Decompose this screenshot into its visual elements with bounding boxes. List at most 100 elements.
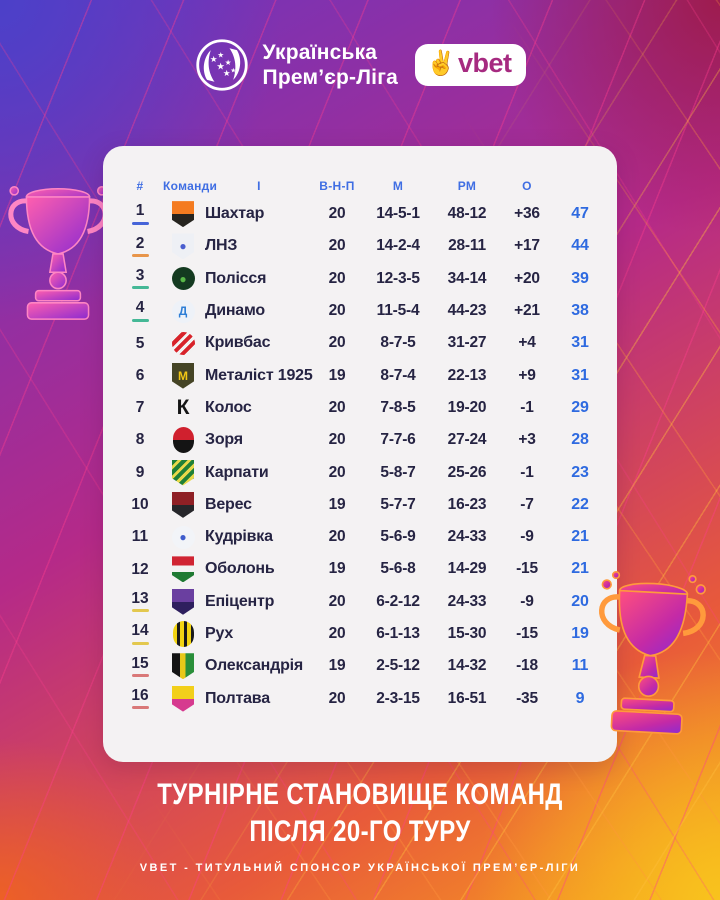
diff-cell: -9 bbox=[520, 592, 534, 610]
points-cell: 29 bbox=[571, 398, 589, 416]
goals-cell: 14-29 bbox=[447, 560, 487, 578]
rank-number: 5 bbox=[135, 334, 145, 352]
points-cell: 28 bbox=[571, 431, 589, 449]
rank-cell: 13 bbox=[119, 591, 161, 613]
diff-cell: -9 bbox=[520, 528, 534, 546]
wdl-cell: 8-7-4 bbox=[380, 366, 416, 384]
rank-cell: 7 bbox=[119, 400, 161, 416]
column-header: # bbox=[136, 179, 144, 193]
rank-cell: 9 bbox=[119, 465, 161, 481]
goals-cell: 19-20 bbox=[447, 398, 487, 416]
team-name: Шахтар bbox=[205, 205, 265, 223]
table-row: 10 Верес 19 5-7-7 16-23 -7 22 bbox=[119, 489, 605, 521]
team-name: Карпати bbox=[205, 463, 269, 481]
rank-cell: 8 bbox=[119, 432, 161, 448]
rank-cell: 15 bbox=[119, 656, 161, 678]
points-cell: 11 bbox=[571, 657, 589, 675]
crest-cell bbox=[161, 427, 205, 454]
played-cell: 20 bbox=[328, 269, 346, 287]
goals-cell: 14-32 bbox=[447, 657, 487, 675]
team-crest-icon bbox=[172, 201, 194, 228]
poster-title-line1: ТУРНІРНЕ СТАНОВИЩЕ КОМАНД bbox=[157, 778, 563, 811]
team-crest-icon: М bbox=[172, 362, 194, 389]
table-row: 11 ● Кудрівка 20 5-6-9 24-33 -9 21 bbox=[119, 521, 605, 553]
points-cell: 21 bbox=[571, 528, 589, 546]
points-cell: 23 bbox=[571, 463, 589, 481]
rank-cell: 3 bbox=[119, 268, 161, 290]
rank-cell: 6 bbox=[119, 368, 161, 384]
wdl-cell: 11-5-4 bbox=[376, 302, 420, 320]
team-name: Кривбас bbox=[205, 334, 271, 352]
played-cell: 20 bbox=[328, 689, 346, 707]
rank-cell: 4 bbox=[119, 300, 161, 322]
wdl-cell: 5-7-7 bbox=[380, 495, 416, 513]
diff-cell: -15 bbox=[516, 625, 538, 642]
team-name: Рух bbox=[205, 625, 234, 642]
team-name: Зоря bbox=[205, 431, 243, 449]
points-cell: 39 bbox=[571, 269, 589, 287]
diff-cell: -7 bbox=[520, 495, 534, 513]
team-crest-icon bbox=[172, 491, 194, 518]
points-cell: 44 bbox=[571, 237, 589, 255]
table-row: 16 Полтава 20 2-3-15 16-51 -35 9 bbox=[119, 682, 605, 714]
table-row: 13 Епіцентр 20 6-2-12 24-33 -9 20 bbox=[119, 586, 605, 618]
table-row: 3 ● Полісся 20 12-3-5 34-14 +20 39 bbox=[119, 263, 605, 295]
poster-title: ТУРНІРНЕ СТАНОВИЩЕ КОМАНД ПІСЛЯ 20-ГО ТУ… bbox=[0, 776, 720, 850]
rank-cell: 16 bbox=[119, 688, 161, 710]
team-crest-icon bbox=[172, 459, 194, 486]
goals-cell: 16-51 bbox=[447, 689, 487, 707]
svg-text:★: ★ bbox=[224, 58, 231, 67]
wdl-cell: 6-1-13 bbox=[376, 625, 420, 642]
rank-number: 3 bbox=[135, 266, 145, 284]
wdl-cell: 2-3-15 bbox=[376, 689, 420, 707]
rank-number: 15 bbox=[131, 654, 149, 672]
crest-cell: ● bbox=[161, 233, 205, 260]
points-cell: 19 bbox=[571, 625, 589, 642]
goals-cell: 24-33 bbox=[447, 528, 487, 546]
points-cell: 21 bbox=[571, 560, 589, 578]
rank-number: 8 bbox=[135, 431, 145, 449]
svg-text:★: ★ bbox=[217, 51, 224, 60]
rank-cell: 2 bbox=[119, 236, 161, 258]
played-cell: 20 bbox=[328, 398, 346, 416]
crest-cell bbox=[161, 201, 205, 228]
column-header: Команди bbox=[163, 179, 218, 193]
wdl-cell: 6-2-12 bbox=[376, 592, 420, 610]
vbet-logo: ✌ vbet bbox=[415, 44, 527, 86]
table-row: 14 Рух 20 6-1-13 15-30 -15 19 bbox=[119, 618, 605, 650]
team-crest-icon bbox=[172, 427, 194, 454]
team-crest-icon: К bbox=[176, 396, 190, 420]
crest-cell bbox=[161, 459, 205, 486]
standings-table: # Команди І В-Н-П М РМ О 1 Шахтар 20 14-5-1 48-12 +… bbox=[103, 146, 617, 715]
table-row: 15 Олександрія 19 2-5-12 14-32 -18 11 bbox=[119, 650, 605, 682]
points-cell: 47 bbox=[571, 205, 589, 223]
team-crest-icon bbox=[172, 685, 194, 712]
rank-marker bbox=[131, 286, 149, 290]
played-cell: 20 bbox=[328, 205, 346, 223]
team-name: Полісся bbox=[205, 269, 267, 287]
wdl-cell: 14-2-4 bbox=[376, 237, 420, 255]
rank-number: 13 bbox=[131, 589, 149, 607]
team-name: ЛНЗ bbox=[205, 237, 238, 255]
wdl-cell: 7-7-6 bbox=[380, 431, 416, 449]
goals-cell: 28-11 bbox=[448, 237, 486, 255]
upl-ball-icon: ★ ★ ★ ★ ★ ★ bbox=[195, 39, 248, 91]
rank-number: 4 bbox=[135, 299, 145, 317]
team-crest-icon bbox=[172, 653, 194, 680]
crest-cell bbox=[161, 556, 205, 583]
team-crest-icon: Д bbox=[171, 299, 195, 323]
rank-number: 16 bbox=[131, 686, 149, 704]
table-header-row: # Команди І В-Н-П М РМ О bbox=[119, 176, 605, 196]
crest-cell: К bbox=[161, 396, 205, 419]
column-header: І bbox=[257, 179, 261, 193]
goals-cell: 48-12 bbox=[447, 205, 487, 223]
table-row: 9 Карпати 20 5-8-7 25-26 -1 23 bbox=[119, 456, 605, 488]
played-cell: 20 bbox=[328, 592, 346, 610]
rank-marker bbox=[131, 706, 149, 710]
points-cell: 20 bbox=[571, 592, 589, 610]
points-cell: 38 bbox=[571, 302, 589, 320]
played-cell: 20 bbox=[328, 431, 346, 449]
league-name-line1: Українська bbox=[262, 41, 378, 64]
points-cell: 31 bbox=[571, 334, 589, 352]
team-name: Кудрівка bbox=[205, 528, 273, 546]
